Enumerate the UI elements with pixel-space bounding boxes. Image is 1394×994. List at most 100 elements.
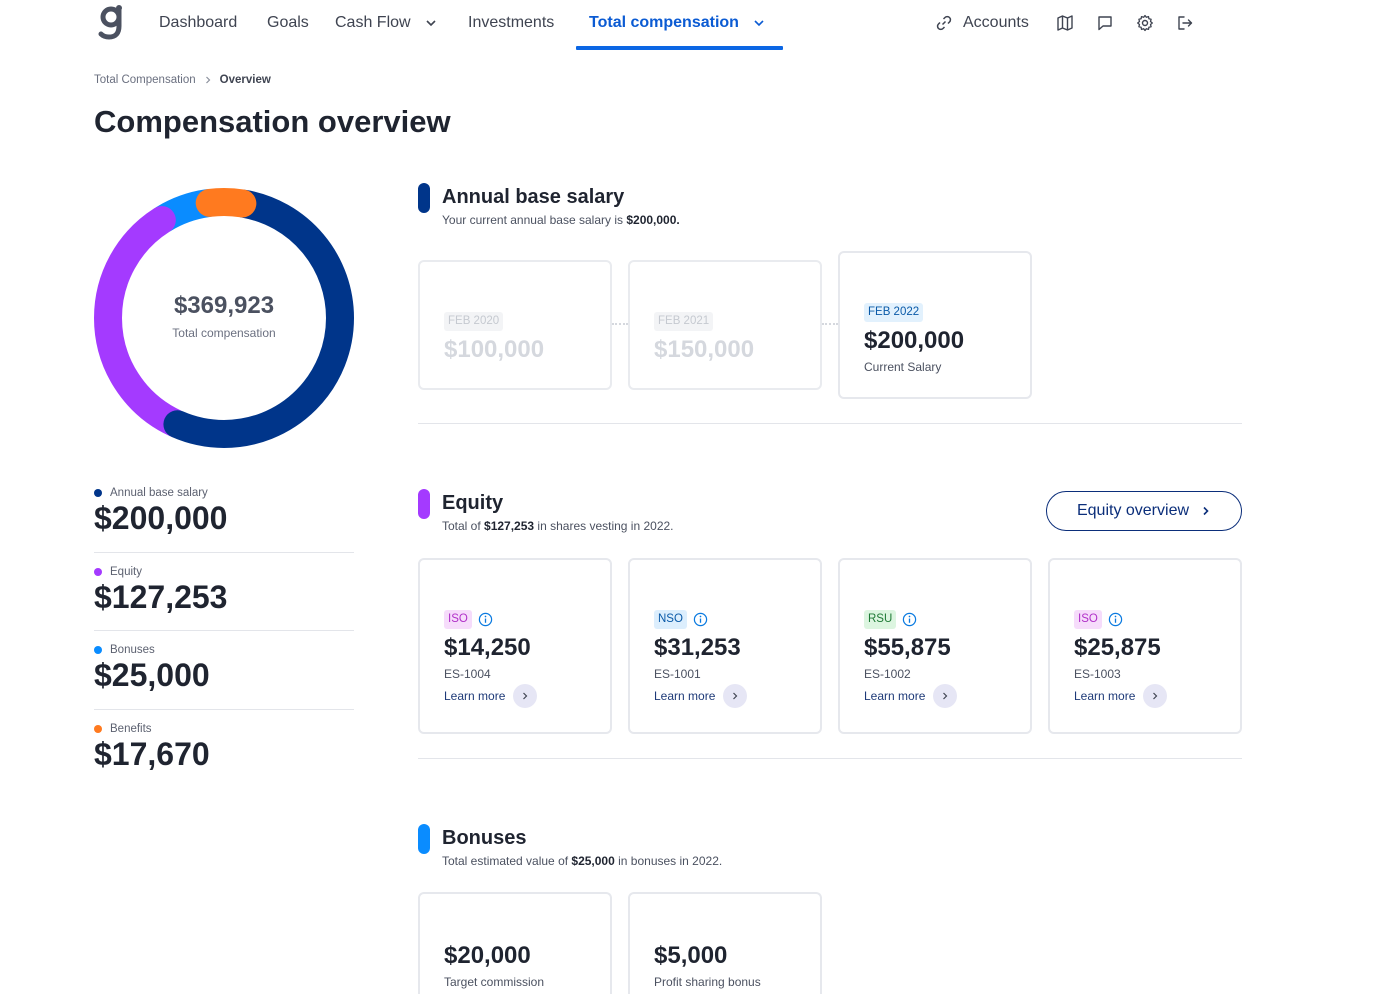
learn-more-link[interactable]: Learn more bbox=[864, 684, 958, 708]
app-logo[interactable] bbox=[98, 4, 126, 42]
equity-section-description: Total of $127,253 in shares vesting in 2… bbox=[442, 519, 674, 533]
salary-history-card: FEB 2021 $150,000 bbox=[628, 260, 822, 390]
legend-label: Bonuses bbox=[110, 644, 155, 656]
chat-icon[interactable] bbox=[1095, 13, 1115, 33]
grant-amount: $14,250 bbox=[444, 634, 531, 661]
legend-dot bbox=[94, 489, 102, 497]
section-divider bbox=[418, 423, 1242, 424]
nav-accounts[interactable]: Accounts bbox=[935, 0, 1029, 46]
chevron-right-icon bbox=[513, 684, 538, 708]
compensation-donut-chart bbox=[94, 188, 354, 448]
donut-segment-equity bbox=[94, 188, 354, 448]
salary-section-marker bbox=[418, 183, 430, 213]
legend-dot bbox=[94, 646, 102, 654]
grant-id: ES-1003 bbox=[1074, 667, 1121, 681]
bonus-card: $20,000 Target commission bbox=[418, 892, 612, 994]
learn-more-link[interactable]: Learn more bbox=[444, 684, 538, 708]
nav-investments[interactable]: Investments bbox=[468, 14, 555, 31]
bonus-label: Target commission bbox=[444, 975, 545, 989]
divider bbox=[94, 552, 354, 553]
divider bbox=[94, 630, 354, 631]
chevron-down-icon bbox=[754, 20, 764, 27]
logout-icon[interactable] bbox=[1175, 13, 1195, 33]
legend-label: Benefits bbox=[110, 723, 152, 735]
chevron-down-icon bbox=[426, 20, 436, 27]
chevron-right-icon bbox=[1203, 506, 1209, 516]
salary-date-badge: FEB 2021 bbox=[654, 312, 714, 331]
gear-icon[interactable] bbox=[1135, 13, 1155, 33]
page-title: Compensation overview bbox=[94, 104, 451, 139]
nav-cash-flow[interactable]: Cash Flow bbox=[335, 0, 437, 46]
chevron-right-icon bbox=[205, 76, 211, 84]
equity-grant-card: RSU $55,875 ES-1002 Learn more bbox=[838, 558, 1032, 734]
equity-grant-card: ISO $14,250 ES-1004 Learn more bbox=[418, 558, 612, 734]
grant-id: ES-1002 bbox=[864, 667, 911, 681]
divider bbox=[94, 709, 354, 710]
bonuses-section-marker bbox=[418, 824, 430, 854]
grant-id: ES-1001 bbox=[654, 667, 701, 681]
equity-grant-card: NSO $31,253 ES-1001 Learn more bbox=[628, 558, 822, 734]
salary-section-description: Your current annual base salary is $200,… bbox=[442, 213, 680, 227]
timeline-connector bbox=[612, 323, 628, 325]
salary-history-card: FEB 2020 $100,000 bbox=[418, 260, 612, 390]
link-icon bbox=[936, 15, 952, 31]
bonus-card: $5,000 Profit sharing bonus bbox=[628, 892, 822, 994]
legend-value: $25,000 bbox=[94, 657, 210, 693]
bonus-label: Profit sharing bonus bbox=[654, 975, 761, 989]
timeline-connector bbox=[822, 323, 838, 325]
grant-type-badge: ISO bbox=[1074, 610, 1102, 629]
donut-label: Total compensation bbox=[172, 326, 276, 340]
learn-more-link[interactable]: Learn more bbox=[1074, 684, 1168, 708]
legend-item-salary: Annual base salary $200,000 bbox=[94, 487, 354, 537]
breadcrumb-parent[interactable]: Total Compensation bbox=[94, 74, 196, 86]
active-tab-indicator bbox=[576, 46, 783, 50]
grant-type-badge: ISO bbox=[444, 610, 472, 629]
salary-amount: $150,000 bbox=[654, 336, 755, 363]
equity-section-title: Equity bbox=[442, 492, 504, 514]
info-icon[interactable] bbox=[693, 612, 708, 627]
grant-amount: $55,875 bbox=[864, 634, 951, 661]
legend-item-equity: Equity $127,253 bbox=[94, 566, 354, 616]
grant-amount: $31,253 bbox=[654, 634, 741, 661]
salary-section-title: Annual base salary bbox=[442, 186, 625, 208]
section-divider bbox=[418, 758, 1242, 759]
nav-dashboard[interactable]: Dashboard bbox=[159, 14, 238, 31]
nav-goals[interactable]: Goals bbox=[267, 14, 309, 31]
breadcrumb-current: Overview bbox=[219, 74, 271, 86]
equity-section-marker bbox=[418, 489, 430, 519]
salary-date-badge: FEB 2020 bbox=[444, 312, 504, 331]
salary-amount: $200,000 bbox=[864, 327, 965, 354]
donut-segment-annual-base-salary bbox=[94, 188, 354, 448]
info-icon[interactable] bbox=[478, 612, 493, 627]
map-icon[interactable] bbox=[1055, 13, 1075, 33]
grant-type-badge: NSO bbox=[654, 610, 687, 629]
learn-more-link[interactable]: Learn more bbox=[654, 684, 748, 708]
legend-dot bbox=[94, 725, 102, 733]
legend-item-bonuses: Bonuses $25,000 bbox=[94, 644, 354, 694]
nav-total-compensation[interactable]: Total compensation bbox=[589, 0, 765, 46]
equity-overview-button[interactable]: Equity overview bbox=[1046, 491, 1242, 531]
salary-amount: $100,000 bbox=[444, 336, 545, 363]
legend-item-benefits: Benefits $17,670 bbox=[94, 723, 354, 773]
legend-value: $127,253 bbox=[94, 579, 228, 615]
bonuses-section-title: Bonuses bbox=[442, 827, 527, 849]
legend-value: $17,670 bbox=[94, 736, 210, 772]
top-nav: Dashboard Goals Cash Flow Investments To… bbox=[0, 0, 1394, 50]
bonus-amount: $5,000 bbox=[654, 942, 728, 969]
chevron-right-icon bbox=[933, 684, 958, 708]
equity-grant-card: ISO $25,875 ES-1003 Learn more bbox=[1048, 558, 1242, 734]
donut-center: $369,923 Total compensation bbox=[94, 292, 354, 340]
info-icon[interactable] bbox=[1108, 612, 1123, 627]
legend-label: Equity bbox=[110, 566, 142, 578]
bonuses-section-description: Total estimated value of $25,000 in bonu… bbox=[442, 854, 723, 868]
legend-dot bbox=[94, 568, 102, 576]
grant-type-badge: RSU bbox=[864, 610, 897, 629]
current-salary-card: FEB 2022 $200,000 Current Salary bbox=[838, 251, 1032, 399]
info-icon[interactable] bbox=[902, 612, 917, 627]
salary-date-badge: FEB 2022 bbox=[864, 303, 924, 322]
chevron-right-icon bbox=[723, 684, 748, 708]
legend-label: Annual base salary bbox=[110, 487, 208, 499]
grant-amount: $25,875 bbox=[1074, 634, 1161, 661]
donut-total: $369,923 bbox=[173, 292, 275, 319]
grant-id: ES-1004 bbox=[444, 667, 491, 681]
